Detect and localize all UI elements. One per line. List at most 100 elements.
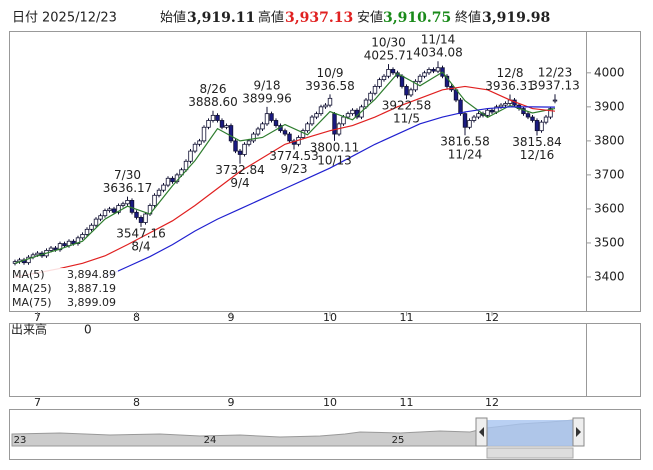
- candle-body: [381, 75, 387, 81]
- candle-body: [305, 123, 310, 132]
- y-tick-label: 3800: [594, 133, 625, 147]
- candle-body: [53, 247, 58, 251]
- candle-body: [525, 113, 531, 118]
- navigator-label: 23: [14, 435, 27, 446]
- annotation-price: 3547.16: [116, 226, 166, 240]
- navigator-label: 25: [392, 435, 405, 446]
- annotation-price: 3815.84: [512, 135, 562, 149]
- x-tick-label: 11: [400, 396, 414, 409]
- legend-name: MA(25): [12, 282, 52, 295]
- annotation-date: 10/30: [371, 36, 406, 50]
- annotation-price: 4025.71: [364, 49, 414, 63]
- candle-body: [57, 243, 63, 251]
- candle-body: [197, 140, 202, 145]
- annotation-price: 3936.58: [305, 79, 355, 93]
- legend-value: 3,894.89: [67, 268, 116, 281]
- annotation-price: 3774.53: [269, 149, 319, 163]
- candle-body: [192, 143, 198, 152]
- annotation-date: 12/16: [520, 148, 555, 162]
- candle-body: [102, 210, 108, 217]
- x-tick-label: 12: [485, 396, 499, 409]
- candle-body: [543, 116, 549, 123]
- candle-body: [260, 123, 265, 130]
- candle-body: [476, 113, 481, 118]
- candle-body: [332, 113, 337, 135]
- candle-body: [485, 109, 490, 116]
- candle-body: [323, 104, 328, 108]
- candle-body: [462, 113, 468, 128]
- legend-value: 3,887.19: [67, 282, 116, 295]
- candle-body: [498, 104, 504, 108]
- annotation-date: 9/18: [254, 78, 281, 92]
- y-tick-label: 3700: [594, 167, 625, 181]
- annotation-date: 11/5: [393, 112, 420, 126]
- candle-body: [431, 69, 436, 72]
- candle-body: [215, 114, 220, 121]
- candle-body: [467, 120, 472, 128]
- candle-body: [489, 109, 495, 113]
- y-tick-label: 3500: [594, 235, 625, 249]
- annotation-price: 3888.60: [188, 95, 238, 109]
- ma-line: [14, 85, 556, 278]
- candle-body: [251, 133, 256, 142]
- candle-body: [188, 150, 193, 162]
- candle-body: [314, 113, 319, 118]
- candle-body: [201, 126, 207, 142]
- legend-box: [10, 268, 118, 311]
- candle-body: [435, 67, 441, 72]
- candle-body: [129, 200, 135, 213]
- navigator-label: 24: [204, 435, 217, 446]
- annotation-price: 3816.58: [440, 135, 490, 149]
- ma-line: [14, 71, 556, 264]
- candle-body: [134, 211, 139, 218]
- candle-body: [386, 69, 391, 77]
- x-tick-label: 11: [400, 311, 414, 324]
- candle-body: [417, 75, 423, 82]
- candle-body: [408, 89, 414, 96]
- candle-body: [372, 86, 378, 94]
- candle-body: [107, 208, 112, 212]
- annotation-date: 12/8: [497, 66, 524, 80]
- candle-body: [75, 237, 81, 245]
- annotation-date: 11/14: [421, 33, 456, 47]
- candle-body: [404, 86, 409, 96]
- navigator-window[interactable]: [487, 420, 573, 446]
- scrollbar-thumb[interactable]: [486, 447, 574, 459]
- candle-body: [35, 252, 40, 256]
- x-tick-label: 10: [323, 311, 337, 324]
- candle-body: [444, 75, 450, 87]
- candle-body: [530, 116, 535, 121]
- plot-area: [12, 61, 558, 278]
- annotation-price: 3732.84: [215, 163, 265, 177]
- candle-body: [111, 208, 117, 213]
- candle-body: [152, 194, 157, 206]
- annotation-date: 12/23: [538, 66, 573, 80]
- open: 3,919.11: [187, 10, 255, 26]
- candle-body: [426, 69, 432, 74]
- high-label: 高値: [258, 10, 284, 26]
- candle-body: [318, 106, 324, 115]
- candle-body: [494, 106, 499, 113]
- candle-body: [255, 128, 261, 135]
- candle-body: [93, 218, 99, 226]
- annotation-date: 9/23: [281, 162, 308, 176]
- annotation-price: 3899.96: [242, 91, 292, 105]
- legend-name: MA(75): [12, 296, 52, 309]
- annotation-price: 3800.11: [310, 140, 360, 154]
- annotation-date: 7/30: [114, 168, 141, 182]
- annotation-date: 9/4: [230, 176, 249, 190]
- x-tick-label: 9: [228, 396, 235, 409]
- candle-body: [125, 200, 130, 205]
- close: 3,919.98: [482, 10, 550, 26]
- candle-body: [413, 80, 418, 91]
- candle-body: [242, 143, 247, 155]
- candle-body: [228, 125, 234, 142]
- candle-body: [269, 113, 274, 121]
- candle-body: [71, 240, 76, 245]
- candle-body: [548, 108, 553, 118]
- candle-body: [89, 224, 94, 230]
- candle-body: [48, 247, 54, 251]
- x-tick-label: 10: [323, 396, 337, 409]
